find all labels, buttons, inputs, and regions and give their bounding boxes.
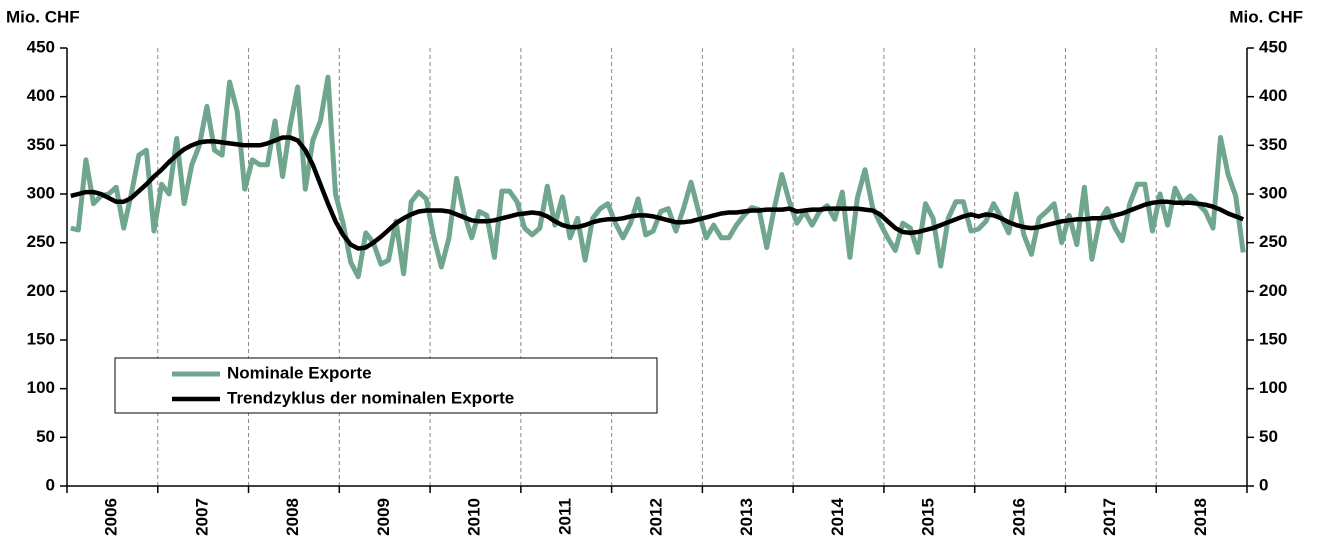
series-line	[70, 74, 1246, 280]
series-line	[70, 135, 1245, 251]
x-tick-label: 2011	[555, 498, 574, 535]
y-tick-label: 150	[27, 329, 55, 348]
y-tick-label: 450	[27, 37, 55, 56]
x-tick-label: 2007	[192, 498, 211, 536]
y-tick-label: 0	[46, 475, 55, 494]
y2-tick-label: 250	[1259, 232, 1287, 251]
legend-label: Trendzyklus der nominalen Exporte	[227, 388, 514, 407]
y2-tick-label: 100	[1259, 378, 1287, 397]
y2-tick-label: 0	[1259, 475, 1268, 494]
x-tick-label: 2009	[374, 498, 393, 536]
y-tick-label: 200	[27, 281, 55, 300]
y2-tick-label: 300	[1259, 183, 1287, 202]
y2-tick-label: 450	[1259, 37, 1287, 56]
y2-axis-label: Mio. CHF	[1229, 7, 1303, 26]
y-tick-label: 250	[27, 232, 55, 251]
x-tick-label: 2016	[1009, 498, 1028, 536]
y2-tick-label: 50	[1259, 427, 1278, 446]
y-tick-label: 400	[27, 86, 55, 105]
y-tick-label: 350	[27, 135, 55, 154]
y-tick-label: 300	[27, 183, 55, 202]
x-tick-label: 2014	[828, 497, 847, 535]
x-tick-label: 2006	[102, 498, 121, 536]
y-tick-label: 50	[36, 427, 55, 446]
y-axis-label: Mio. CHF	[6, 7, 80, 26]
x-tick-label: 2017	[1100, 498, 1119, 536]
x-tick-label: 2015	[919, 498, 938, 536]
y2-tick-label: 350	[1259, 135, 1287, 154]
x-tick-label: 2018	[1191, 498, 1210, 536]
x-tick-label: 2008	[283, 498, 302, 536]
x-tick-label: 2012	[646, 498, 665, 536]
x-tick-label: 2010	[465, 498, 484, 536]
y-tick-label: 100	[27, 378, 55, 397]
legend-label: Nominale Exporte	[227, 363, 372, 382]
y2-tick-label: 400	[1259, 86, 1287, 105]
legend-box	[114, 357, 658, 414]
x-tick-label: 2013	[737, 498, 756, 536]
y2-tick-label: 150	[1259, 329, 1287, 348]
y2-tick-label: 200	[1259, 281, 1287, 300]
